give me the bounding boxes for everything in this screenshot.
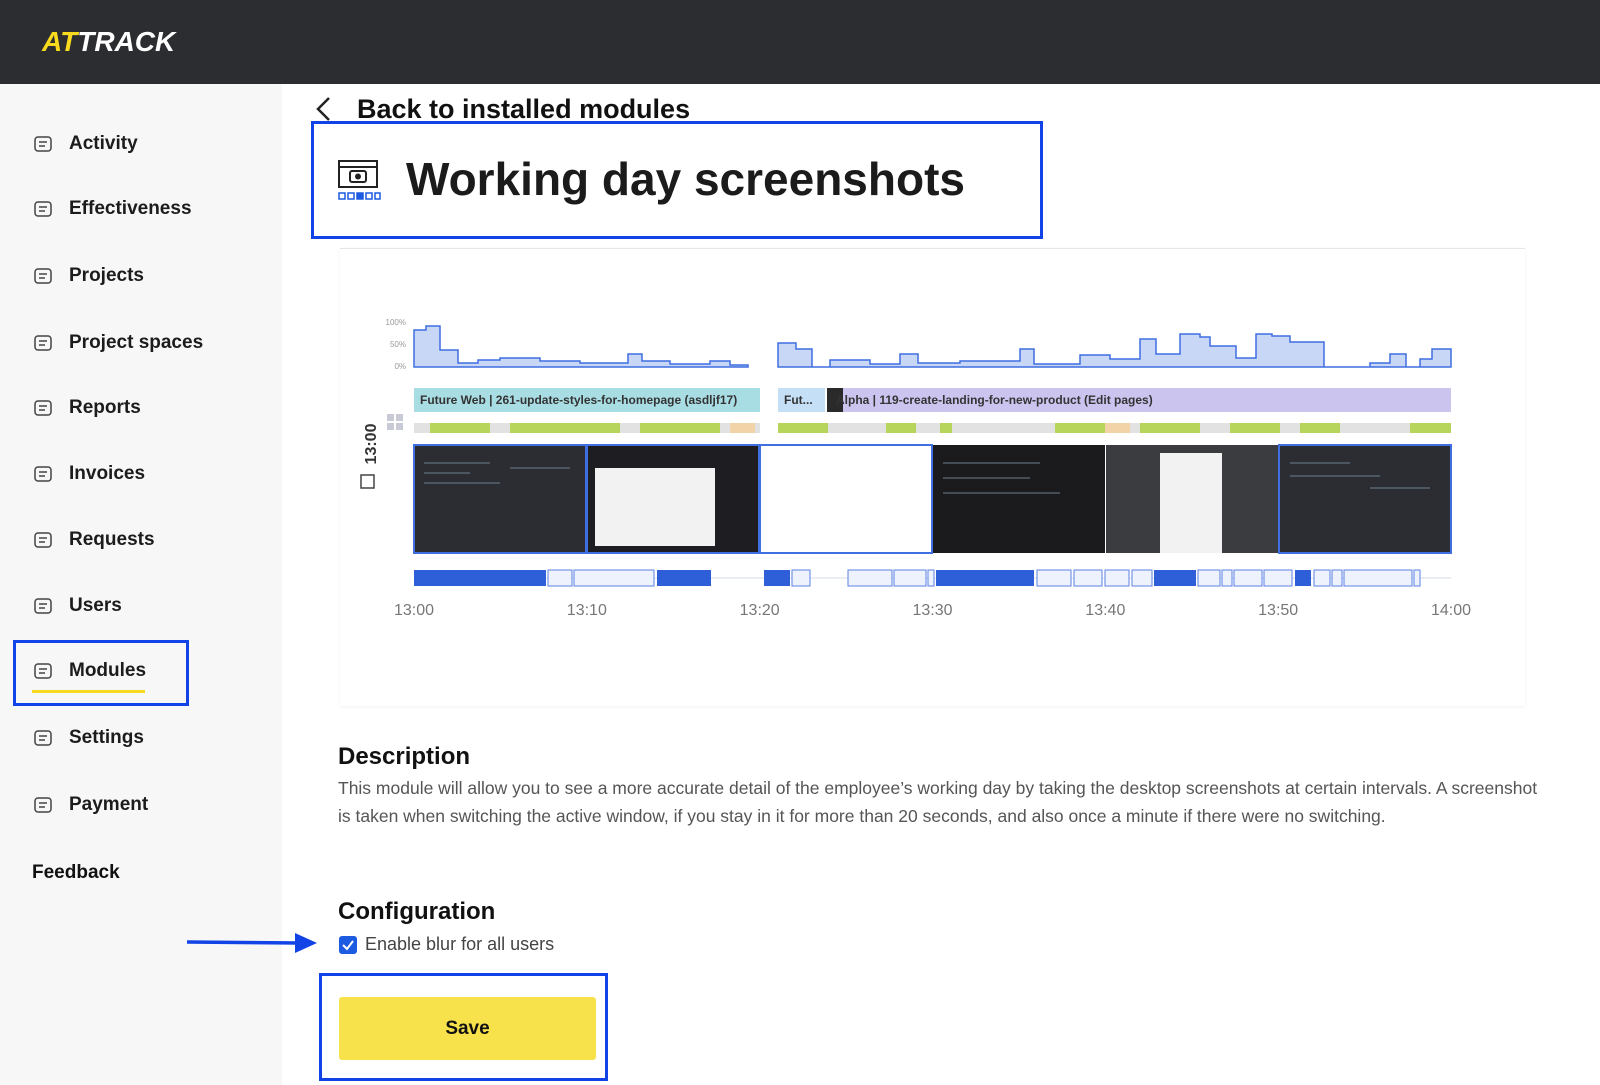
nav-item[interactable]: Invoices <box>32 459 145 489</box>
nav-item[interactable]: Users <box>32 591 122 621</box>
nav-icon <box>34 797 52 813</box>
nav-item[interactable]: Reports <box>32 393 141 423</box>
nav-item[interactable]: Payment <box>32 790 148 820</box>
page-title: Working day screenshots <box>406 153 965 205</box>
logo-text: TRACK <box>77 26 176 57</box>
arrow <box>186 933 317 953</box>
graph-y-label: 100% <box>386 318 406 327</box>
preview-checkbox <box>360 474 375 489</box>
nav-label: Effectiveness <box>69 198 192 219</box>
active-underline <box>32 690 145 693</box>
nav-item[interactable]: Project spaces <box>32 328 203 358</box>
nav-label: Users <box>69 595 122 616</box>
nav-label: Reports <box>69 397 141 418</box>
back-link[interactable]: Back to installed modules <box>357 94 691 124</box>
nav-icon <box>34 201 52 217</box>
nav-item[interactable]: Settings <box>32 723 144 753</box>
nav-icon <box>34 663 52 679</box>
highlight-box <box>13 640 189 706</box>
task-bar <box>778 388 825 412</box>
configuration-heading: Configuration <box>338 898 496 925</box>
task-bar <box>843 388 1451 412</box>
highlight-box <box>319 973 608 1081</box>
checkbox-label[interactable]: Enable blur for all users <box>365 934 555 954</box>
nav-icon <box>34 466 52 482</box>
graph-y-label: 50% <box>390 340 406 349</box>
nav-label: Activity <box>69 133 138 154</box>
description-heading: Description <box>338 743 471 770</box>
nav-item[interactable]: Requests <box>32 525 155 555</box>
timeline <box>414 569 1451 587</box>
nav-label: Requests <box>69 529 155 550</box>
nav-label: Payment <box>69 794 149 815</box>
graph-y-label: 0% <box>394 362 406 371</box>
activity-graph <box>413 325 1452 368</box>
title-box <box>311 121 1043 239</box>
sidebar <box>0 84 282 1085</box>
nav-label: Project spaces <box>69 332 204 353</box>
time-label: 14:00 <box>1431 602 1471 619</box>
time-label: 13:10 <box>567 602 607 619</box>
nav-label: Invoices <box>69 463 146 484</box>
feedback-link[interactable]: Feedback <box>32 862 120 883</box>
nav-icon <box>34 400 52 416</box>
preview-image: 100% 50% 0% Future Web | 261-update-styles… <box>360 318 1471 619</box>
time-label: 13:30 <box>912 602 952 619</box>
module-icon <box>338 160 381 200</box>
task-bar <box>827 388 843 412</box>
top-bar: ATTRACK <box>0 0 1600 84</box>
time-label: 13:20 <box>740 602 780 619</box>
nav-icon <box>34 730 52 746</box>
nav-icon <box>34 136 52 152</box>
blur-checkbox[interactable] <box>339 936 357 954</box>
time-label: 13:00 <box>394 602 434 619</box>
logo[interactable]: ATTRACK <box>42 26 175 58</box>
nav-item[interactable]: Projects <box>32 261 144 291</box>
task-label: Future Web | 261-update-styles-for-homep… <box>420 393 737 407</box>
activity-strip <box>387 414 1451 433</box>
task-label: Fut... <box>784 393 813 407</box>
time-label: 13:40 <box>1085 602 1125 619</box>
nav-label: Projects <box>69 265 144 286</box>
nav-icon <box>34 268 52 284</box>
nav-icon <box>34 335 52 351</box>
screenshots <box>413 444 1452 554</box>
preview-time-label: 13:00 <box>363 423 380 464</box>
back-icon[interactable] <box>314 96 334 124</box>
check-mark <box>342 940 354 951</box>
preview-card <box>340 248 1525 706</box>
task-label: Alpha | 119-create-landing-for-new-produ… <box>836 393 1153 407</box>
description-text: This module will allow you to see a more… <box>338 778 1538 826</box>
nav-item[interactable]: Modules <box>32 656 146 686</box>
nav-icon <box>34 598 52 614</box>
nav-item[interactable]: Activity <box>32 129 138 159</box>
nav-icon <box>34 532 52 548</box>
logo-accent: AT <box>42 26 78 57</box>
time-label: 13:50 <box>1258 602 1298 619</box>
nav-label: Modules <box>69 660 147 681</box>
nav-item[interactable]: Effectiveness <box>32 194 192 224</box>
save-button[interactable]: Save <box>339 997 596 1060</box>
nav-label: Settings <box>69 727 144 748</box>
task-bar <box>414 388 760 412</box>
